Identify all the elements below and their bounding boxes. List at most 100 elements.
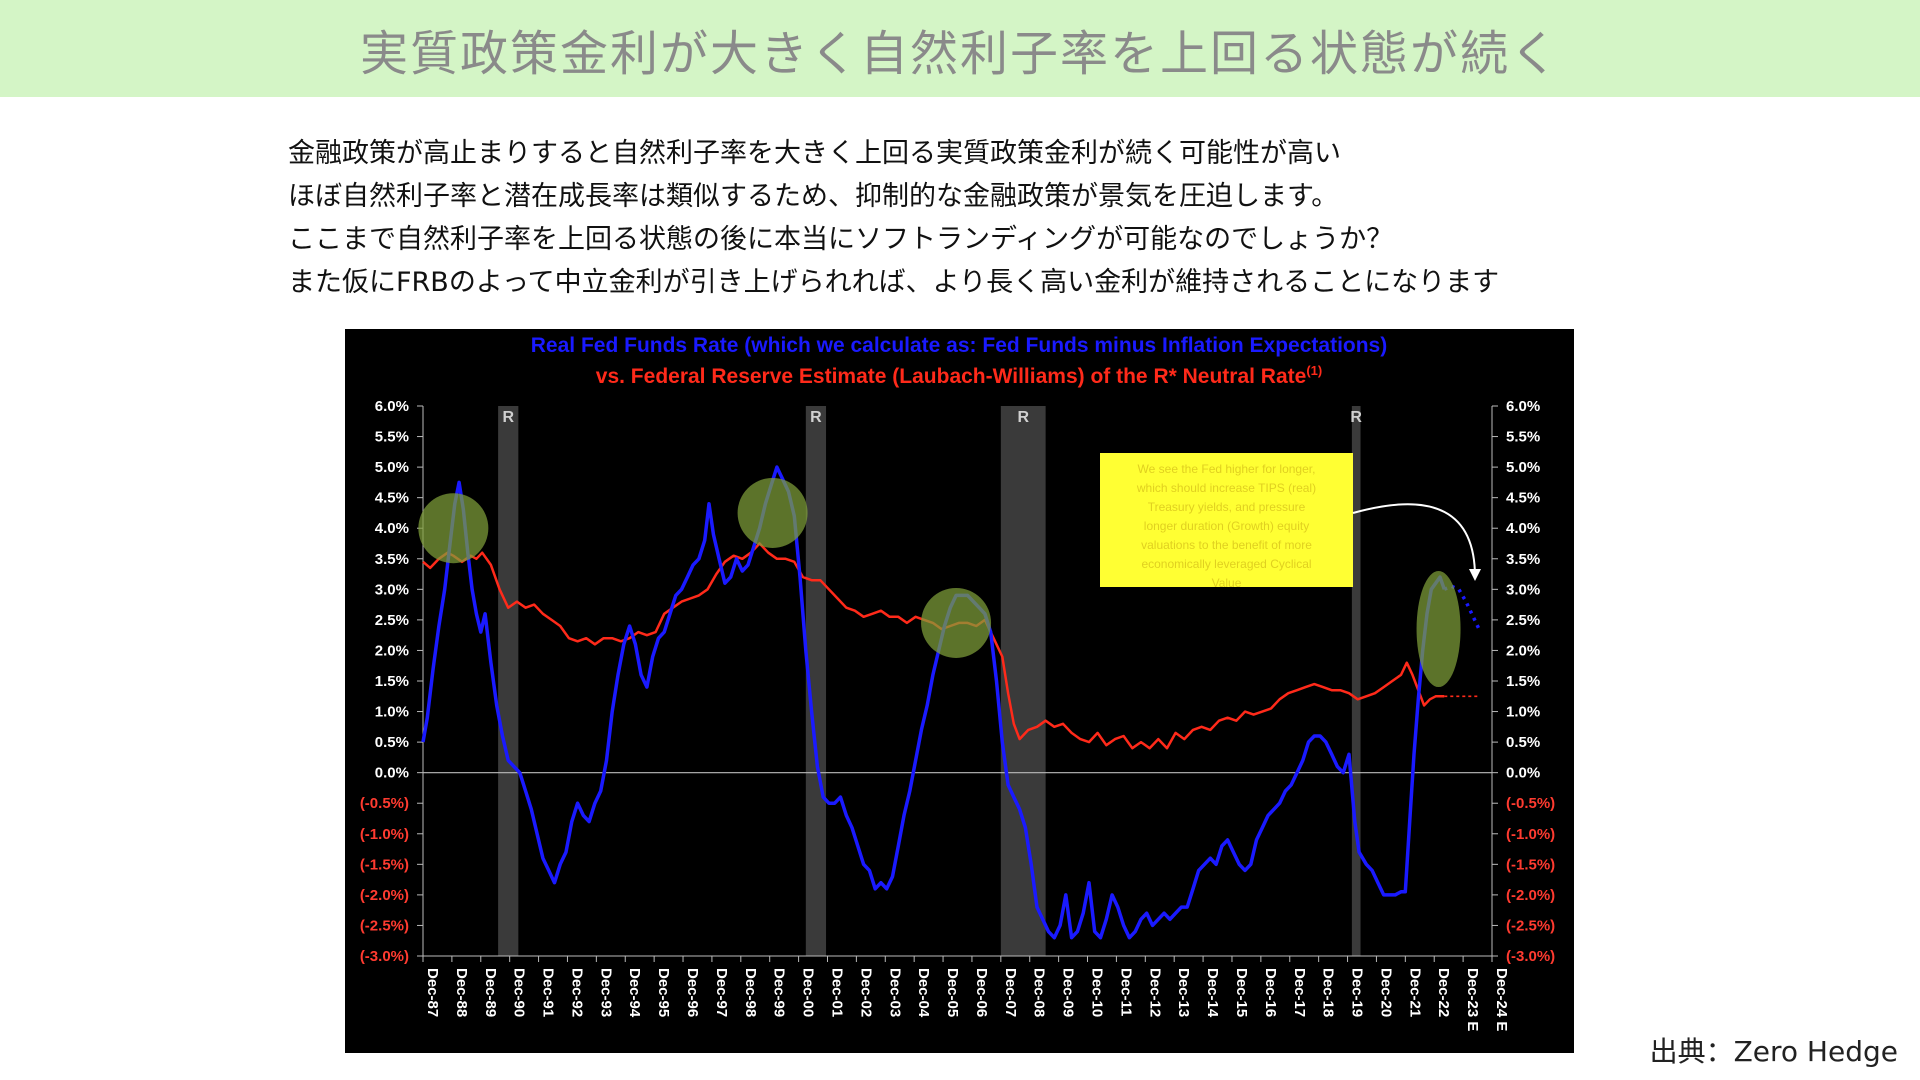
x-tick-label: Dec-98 [742,968,759,1017]
x-tick-label: Dec-15 [1233,968,1250,1017]
y-tick-left: 2.5% [375,612,409,629]
x-tick-label: Dec-89 [482,968,499,1017]
x-tick-label: Dec-97 [713,968,730,1017]
annotation-text-line: longer duration (Growth) equity [1144,519,1309,533]
y-tick-right: (-1.0%) [1506,826,1555,843]
annotation-group: We see the Fed higher for longer, which s… [1100,453,1481,590]
recession-label-3: R [1017,409,1029,426]
x-tick-label: Dec-16 [1262,968,1279,1017]
x-tick-label: Dec-11 [1117,968,1134,1016]
recession-label-1: R [502,409,514,426]
chart-title-line-2-main: vs. Federal Reserve Estimate (Laubach-Wi… [596,365,1169,388]
x-tick-label: Dec-90 [511,968,528,1017]
x-tick-label: Dec-21 [1406,968,1423,1017]
y-tick-right: (-2.0%) [1506,887,1555,904]
highlight-circle-1 [418,493,489,564]
annotation-text-line: Treasury yields, and pressure [1148,500,1306,514]
highlight-circle-4 [1416,571,1461,688]
x-tick-label: Dec-12 [1146,968,1163,1017]
x-tick-label: Dec-00 [800,968,817,1017]
annotation-arrow [1352,503,1476,578]
annotation-text-line: We see the Fed higher for longer, [1138,462,1316,476]
series-line-real-ffr-est [1443,584,1481,630]
y-tick-right: (-1.5%) [1506,856,1555,873]
x-tick-label: Dec-13 [1175,968,1192,1017]
y-tick-left: 5.5% [375,429,409,446]
y-tick-right: 4.5% [1506,490,1540,507]
y-tick-left: 6.0% [375,398,409,415]
y-tick-left: (-3.0%) [360,948,409,965]
recession-label-4: R [1350,409,1362,426]
x-tick-label: Dec-17 [1291,968,1308,1017]
y-tick-right: (-0.5%) [1506,795,1555,812]
highlight-circle-2 [737,477,808,548]
x-tick-label: Dec-95 [655,968,672,1017]
x-tick-label: Dec-02 [857,968,874,1017]
chart-container: R R R R (-3.0%) (-3.0%) (-2.5%) (-2.5%) (-2.0%)… [345,329,1574,1053]
x-tick-label: Dec-20 [1377,968,1394,1017]
annotation-text-line: economically leveraged Cyclical [1141,557,1311,571]
y-tick-left: 4.0% [375,520,409,537]
x-tick-label: Dec-96 [684,968,701,1017]
y-tick-right: 0.5% [1506,734,1540,751]
x-tick-label: Dec-03 [886,968,903,1017]
y-tick-right: 1.0% [1506,704,1540,721]
y-tick-left: 0.0% [375,765,409,782]
x-tick-label: Dec-07 [1002,968,1019,1017]
annotation-arrow-head [1469,569,1481,581]
description-block: 金融政策が高止まりすると自然利子率を大きく上回る実質政策金利が続く可能性が高い … [288,132,1688,304]
description-line-4: また仮にFRBのよって中立金利が引き上げられれば、より長く高い金利が維持されるこ… [288,267,1500,298]
y-tick-right: (-3.0%) [1506,948,1555,965]
title-band: 実質政策金利が大きく自然利子率を上回る状態が続く [0,0,1920,97]
chart-title-line-2-sup: * Neutral Rate [1169,365,1307,388]
y-tick-left: 4.5% [375,490,409,507]
y-tick-left: (-1.0%) [360,826,409,843]
x-tick-label: Dec-10 [1089,968,1106,1017]
x-tick-label: Dec-99 [771,968,788,1017]
x-tick-label: Dec-23 E [1464,968,1481,1031]
annotation-text-line: which should increase TIPS (real) [1136,481,1316,495]
description-line-3: ここまで自然利子率を上回る状態の後に本当にソフトランディングが可能なのでしょうか… [288,224,1394,255]
y-tick-left: 2.0% [375,642,409,659]
y-tick-right: 6.0% [1506,398,1540,415]
y-tick-right: 3.0% [1506,581,1540,598]
x-tick-label: Dec-91 [540,968,557,1017]
x-tick-label: Dec-93 [597,968,614,1017]
x-tick-label: Dec-92 [568,968,585,1017]
y-tick-right: 4.0% [1506,520,1540,537]
y-tick-left: (-0.5%) [360,795,409,812]
x-tick-label: Dec-08 [1031,968,1048,1017]
y-tick-left: (-2.0%) [360,887,409,904]
y-tick-left: 0.5% [375,734,409,751]
page-title: 実質政策金利が大きく自然利子率を上回る状態が続く [359,25,1560,82]
x-tick-label: Dec-09 [1060,968,1077,1017]
y-tick-left: (-2.5%) [360,917,409,934]
annotation-text-line: valuations to the benefit of more [1141,538,1312,552]
y-tick-right: 2.5% [1506,612,1540,629]
x-tick-label: Dec-18 [1320,968,1337,1017]
x-tick-label: Dec-14 [1204,968,1221,1018]
y-tick-right: 1.5% [1506,673,1540,690]
annotation-box [1100,453,1353,587]
series-line-real-ffr [421,465,1446,940]
y-tick-right: (-2.5%) [1506,917,1555,934]
axes: (-3.0%) (-3.0%) (-2.5%) (-2.5%) (-2.0%) (-2.0… [360,398,1555,1031]
y-tick-right: 5.5% [1506,429,1540,446]
y-tick-right: 3.5% [1506,551,1540,568]
recession-band-3 [1000,406,1046,956]
source-credit: 出典：Zero Hedge [1649,1035,1898,1068]
x-tick-label: Dec-88 [453,968,470,1017]
recession-band-1 [498,406,519,956]
description-line-1: 金融政策が高止まりすると自然利子率を大きく上回る実質政策金利が続く可能性が高い [288,138,1341,169]
y-tick-right: 0.0% [1506,765,1540,782]
x-tick-label: Dec-94 [626,968,643,1018]
description-line-2: ほぼ自然利子率と潜在成長率は類似するため、抑制的な金融政策が景気を圧迫します。 [288,181,1339,212]
recession-band-4 [1351,406,1361,956]
x-tick-label: Dec-04 [915,968,932,1018]
annotation-text-line: Value [1212,576,1242,590]
chart-title-line-2-ref: (1) [1306,363,1322,378]
highlight-circle-3 [921,587,992,658]
x-tick-label: Dec-01 [828,968,845,1017]
highlight-circles [418,477,1461,688]
y-tick-right: 5.0% [1506,459,1540,476]
